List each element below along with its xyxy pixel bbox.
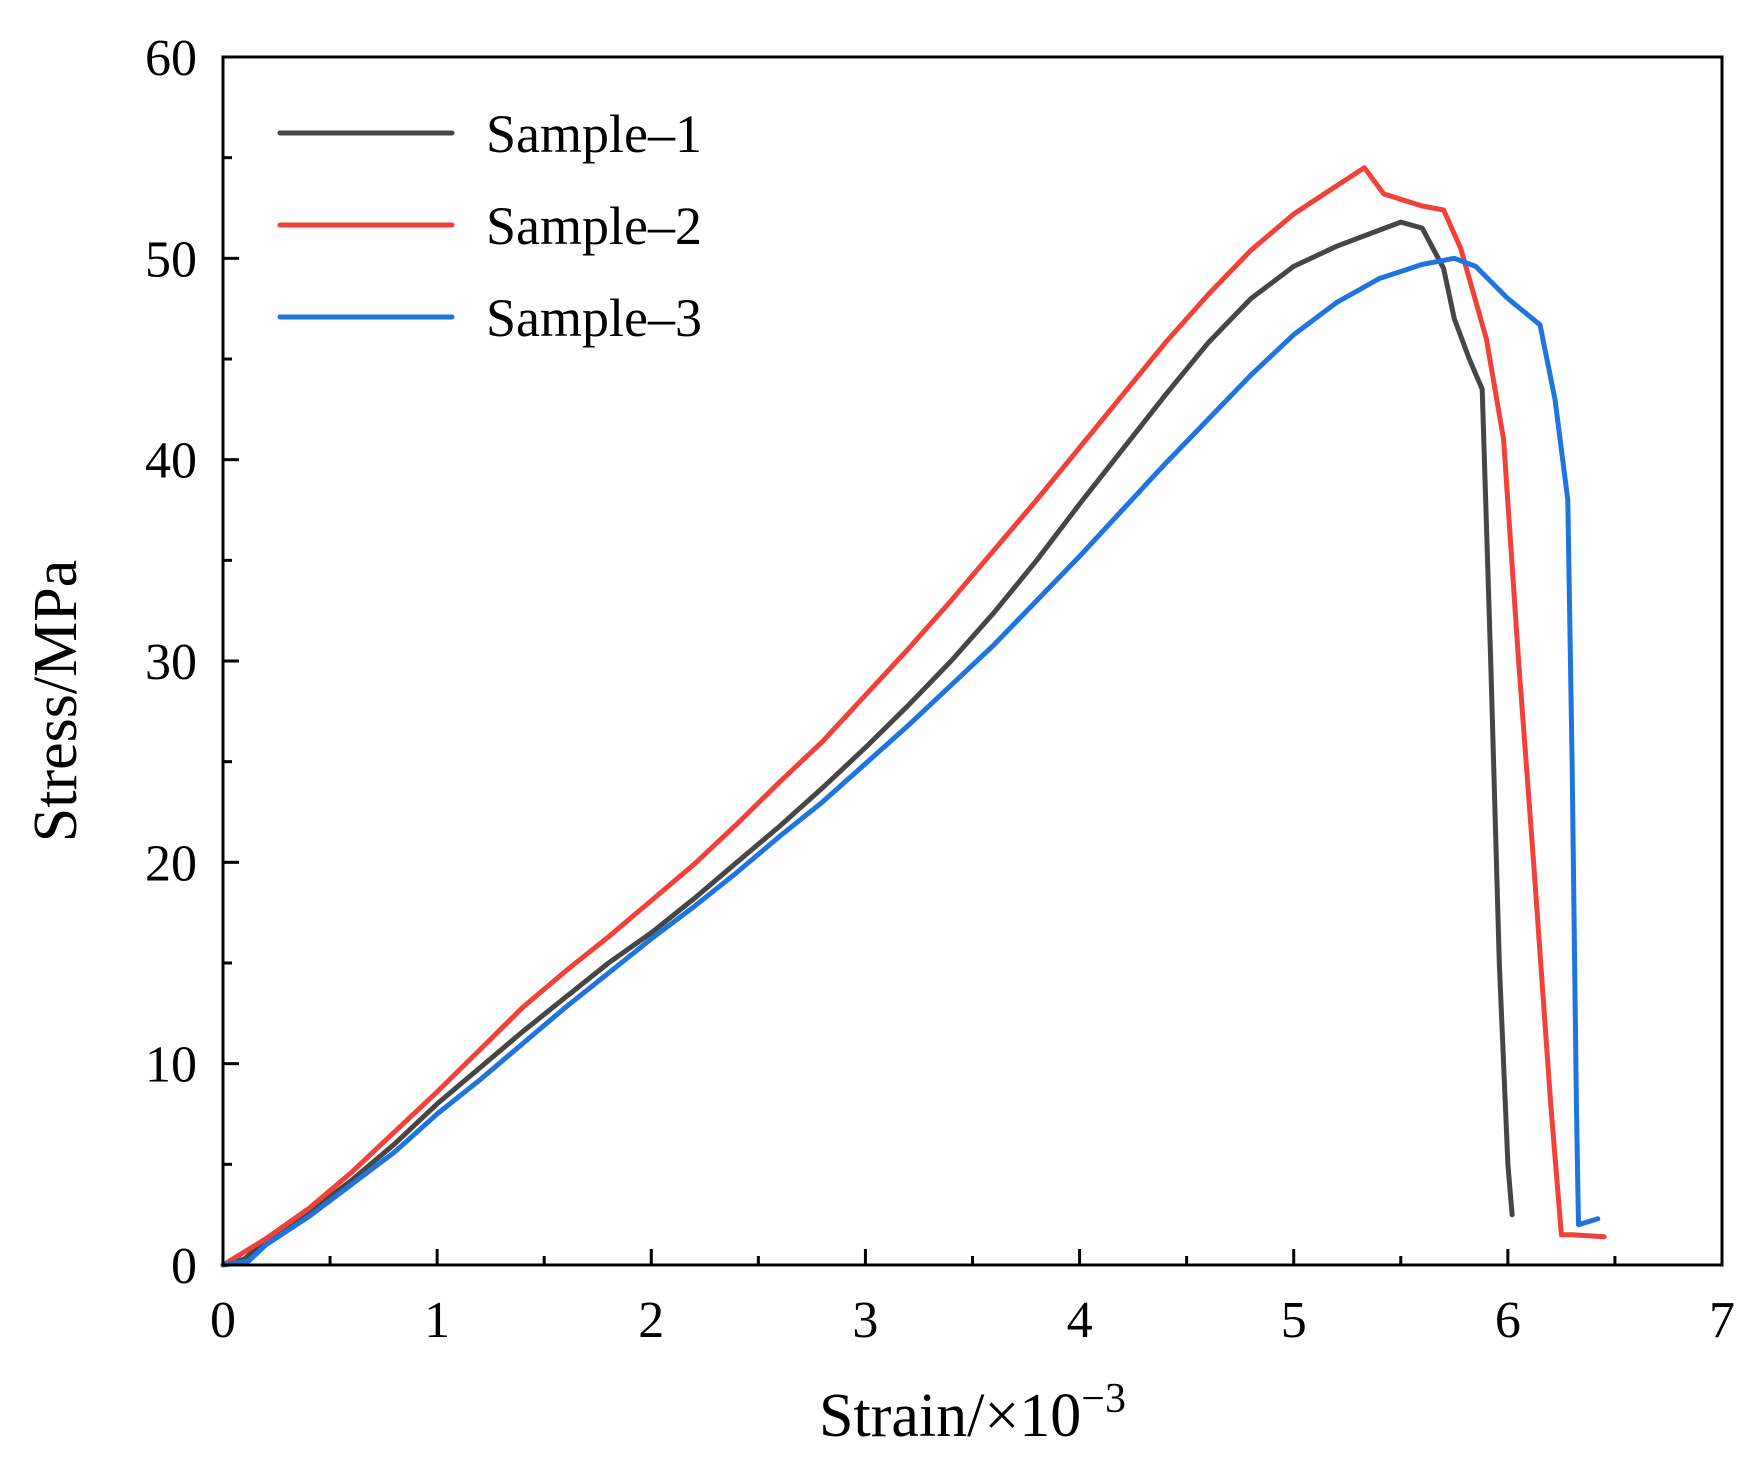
x-tick-label: 7 <box>1709 1292 1735 1349</box>
tick-labels: 0 1 2 3 4 5 6 7 0 10 20 30 40 50 60 <box>145 30 1735 1349</box>
series-line-sample-2 <box>220 165 1607 1268</box>
y-tick-label: 40 <box>145 433 197 490</box>
x-axis-title-base: Strain/×10 <box>819 1382 1081 1450</box>
y-tick-label: 0 <box>171 1238 197 1295</box>
legend-label-sample-3: Sample–3 <box>486 288 702 348</box>
y-tick-label: 60 <box>145 30 197 87</box>
series-layer <box>220 165 1607 1268</box>
x-axis-title: Strain/×10−3 <box>819 1376 1126 1450</box>
x-tick-label: 4 <box>1067 1292 1093 1349</box>
y-tick-label: 30 <box>145 634 197 691</box>
x-axis-title-exponent: −3 <box>1081 1376 1126 1422</box>
legend-label-sample-2: Sample–2 <box>486 196 702 256</box>
x-tick-label: 5 <box>1281 1292 1307 1349</box>
x-tick-label: 3 <box>852 1292 878 1349</box>
plot-frame <box>221 55 1724 1267</box>
y-tick-label: 20 <box>145 835 197 892</box>
x-tick-label: 0 <box>210 1292 236 1349</box>
y-axis-title: Stress/MPa <box>22 560 90 842</box>
y-tick-label: 50 <box>145 231 197 288</box>
y-tick-label: 10 <box>145 1037 197 1094</box>
series-line-sample-1 <box>220 219 1515 1268</box>
x-tick-label: 1 <box>424 1292 450 1349</box>
x-tick-label: 6 <box>1495 1292 1521 1349</box>
legend: Sample–1 Sample–2 Sample–3 <box>277 104 702 348</box>
x-tick-label: 2 <box>638 1292 664 1349</box>
legend-label-sample-1: Sample–1 <box>486 104 702 164</box>
series-line-sample-3 <box>220 255 1601 1268</box>
